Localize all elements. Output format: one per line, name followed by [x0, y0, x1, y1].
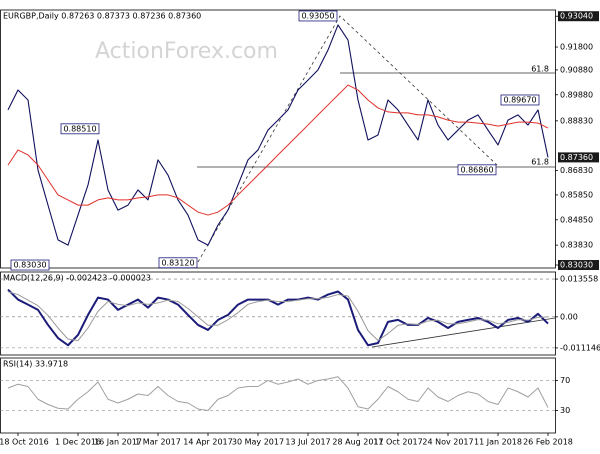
- x-tick-label: 1 Dec 2016: [55, 438, 101, 447]
- y-tick-box: [558, 260, 599, 271]
- x-tick-label: 11 Jan 2018: [474, 438, 522, 447]
- watermark: ActionForex.com: [95, 39, 278, 64]
- y-tick-label: 0.85850: [560, 190, 593, 199]
- series-line: [7, 84, 549, 216]
- y-tick-label: 0.013558: [560, 275, 598, 284]
- y-tick-label: 0.83030: [560, 261, 593, 270]
- price-annotation: 0.88510: [63, 124, 96, 133]
- price-annotation: 0.83030: [13, 261, 46, 270]
- price-annotation: 0.93050: [301, 11, 334, 20]
- series-line: [7, 376, 549, 411]
- price-annotation: 0.86860: [460, 165, 493, 174]
- macd-trend-line: [371, 317, 556, 348]
- x-tick-label: 11 Oct 2017: [373, 438, 422, 447]
- series-line: [7, 288, 549, 347]
- price-annotation-box: [457, 164, 497, 176]
- y-tick-label: 0.00: [560, 312, 578, 321]
- y-tick-label: 0.88830: [560, 116, 593, 125]
- series-line: [7, 24, 549, 246]
- series-line: [7, 291, 549, 342]
- y-tick-label: 0.91800: [560, 43, 593, 52]
- x-tick-label: 1 Mar 2017: [135, 438, 181, 447]
- x-tick-label: 13 Jul 2017: [285, 438, 330, 447]
- y-tick-label: 0.90880: [560, 65, 593, 74]
- y-tick-label: 0.84850: [560, 215, 593, 224]
- price-annotation: 0.83120: [161, 258, 194, 267]
- x-tick-label: 18 Oct 2016: [0, 438, 49, 447]
- fib-label: 61.8: [531, 158, 549, 167]
- panel-frame: [0, 357, 556, 434]
- panel-frame: [0, 9, 556, 269]
- panel-title: MACD(12,26,9) -0.002423 -0.000023: [3, 274, 151, 283]
- y-tick-label: 70: [560, 376, 570, 385]
- panel-title: RSI(14) 33.9718: [3, 360, 68, 369]
- last-price-box: [558, 152, 599, 163]
- x-tick-label: 24 Nov 2017: [422, 438, 473, 447]
- y-tick-label: 30: [560, 406, 570, 415]
- x-tick-label: 14 Apr 2017: [183, 438, 232, 447]
- price-annotation-box: [10, 259, 50, 271]
- trend-line: [197, 15, 498, 263]
- price-annotation: 0.89670: [503, 95, 536, 104]
- panel-frame: [0, 271, 556, 356]
- y-tick-label: 0.83830: [560, 241, 593, 250]
- price-annotation-box: [298, 10, 338, 22]
- y-tick-label: -0.011146: [560, 343, 600, 352]
- y-tick-box: [558, 11, 599, 22]
- price-annotation-box: [500, 94, 540, 106]
- y-tick-label: 0.93040: [560, 12, 593, 21]
- x-tick-label: 16 Jan 2017: [94, 438, 142, 447]
- x-tick-label: 26 Feb 2018: [523, 438, 573, 447]
- y-tick-label: 0.86830: [560, 166, 593, 175]
- price-annotation-box: [60, 123, 100, 135]
- panel-title: EURGBP,Daily 0.87263 0.87373 0.87236 0.8…: [3, 12, 201, 21]
- x-tick-label: 30 May 2017: [232, 438, 284, 447]
- y-tick-label: 0.89880: [560, 90, 593, 99]
- price-annotation-box: [158, 257, 198, 269]
- last-price-label: 0.87360: [560, 153, 593, 162]
- x-tick-label: 28 Aug 2017: [332, 438, 383, 447]
- fib-label: 61.8: [531, 65, 549, 74]
